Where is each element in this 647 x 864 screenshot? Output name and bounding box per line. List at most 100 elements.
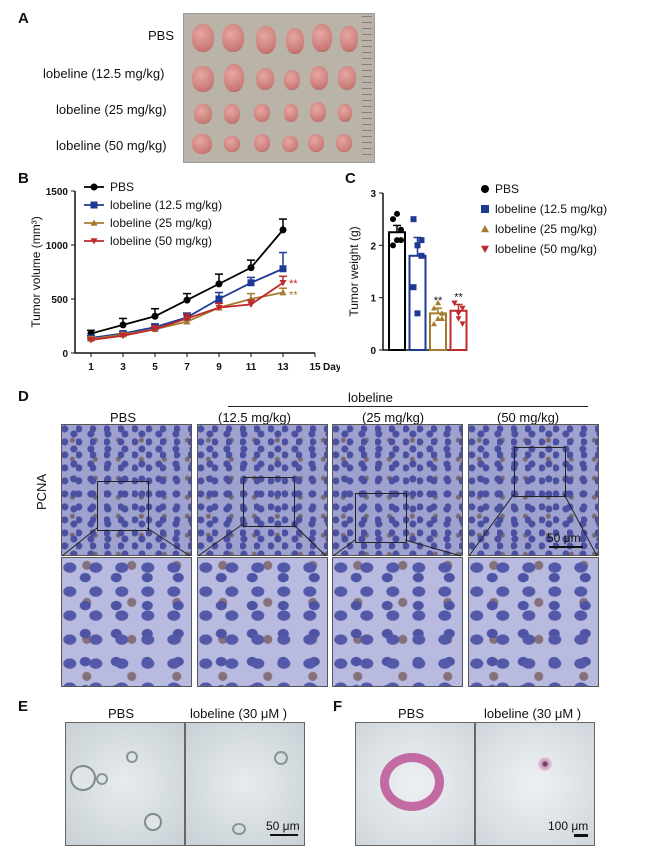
zoom-box [243,477,295,527]
y-tick-label: 2 [370,241,376,252]
data-point [398,237,404,244]
tumor [312,24,332,52]
panel-a-label: A [18,10,29,27]
tumor [310,102,326,122]
ruler [362,16,372,160]
he-image-lobeline: 100 μm [475,722,595,846]
tumor [194,104,212,124]
legend-marker [481,185,489,193]
tumor [224,64,244,92]
f-label-pbs: PBS [398,706,425,721]
tumor [338,66,356,90]
data-point [279,280,287,287]
y-axis-label: Tumor volume (mm³) [29,216,43,328]
row-label-50: lobeline (50 mg/kg) [56,138,167,153]
col-label-12-5: (12.5 mg/kg) [218,410,291,425]
ihc-zoom-12-5 [197,557,328,687]
y-tick-label: 3 [370,189,376,200]
data-point [439,310,445,316]
ihc-zoom-25 [332,557,463,687]
x-tick-label: 5 [152,362,158,373]
tumor [284,104,298,122]
connector-line [197,523,244,557]
data-point [431,320,437,327]
organoid [96,773,108,785]
e-label-lobeline: lobeline (30 μM ) [190,706,288,721]
data-point [119,321,127,329]
scale-bar-label: 50 μm [547,531,581,545]
scale-bar [574,834,588,837]
data-point [418,237,425,244]
tumor [254,104,270,122]
data-point [398,226,404,233]
data-point [247,279,255,287]
tumor [338,104,352,122]
scale-bar-label: 50 μm [266,819,300,833]
organoid-image-lobeline: 50 μm [185,722,305,846]
ihc-image-12-5 [197,424,328,556]
panel-c-label: C [345,170,356,187]
connector-line [563,493,598,557]
legend-marker [481,225,489,233]
organoid [232,823,246,835]
row-label-12-5: lobeline (12.5 mg/kg) [43,66,165,81]
organoid-image-pbs [65,722,185,846]
data-point [431,305,437,311]
data-point [455,316,462,322]
legend-label: lobeline (25 mg/kg) [495,222,597,236]
connector-line [404,539,462,557]
data-point [435,315,441,321]
data-point [414,310,421,317]
tumor [192,24,214,52]
data-point [439,315,445,321]
tumor [224,104,240,124]
tumor-weight-chart: 0 1 2 3 Tumor weight (g) ** ** PBS lobeline (12.… [347,182,607,357]
tumor [286,28,304,54]
data-point [279,265,287,273]
tumor [192,134,212,154]
connector-line [146,527,191,557]
legend-label: lobeline (50 mg/kg) [495,242,597,256]
legend-label: lobeline (50 mg/kg) [110,234,212,248]
x-tick-label: 1 [88,362,94,373]
tumor [340,26,358,52]
y-axis-label: Tumor weight (g) [347,226,361,316]
connector-line [292,523,327,557]
data-point [247,301,255,308]
data-point [183,296,191,304]
organoid-section [538,757,552,771]
col-label-25: (25 mg/kg) [362,410,425,425]
x-tick-label: 13 [277,362,289,373]
tumor [308,134,324,152]
data-point [459,321,466,327]
e-label-pbs: PBS [108,706,135,721]
zoom-box [514,447,566,497]
group-bracket-line [228,406,588,407]
ihc-image-50: 50 μm [468,424,599,556]
ihc-zoom-pbs [61,557,192,687]
data-point [151,312,159,320]
ihc-image-25 [332,424,463,556]
significance-mark: ** [454,291,463,303]
y-tick-label: 1 [370,294,376,305]
data-point [183,315,191,322]
tumor [224,136,240,152]
tumor-photo [183,13,375,163]
scale-bar [549,546,583,548]
tumor [284,70,300,90]
tumor [336,134,352,152]
data-point [410,284,417,291]
data-point [390,242,396,249]
data-point [394,210,400,217]
scale-bar [270,834,298,836]
tumor-volume-chart: 05001000150013579111315DaysTumor volume … [29,180,340,373]
data-point [459,305,466,312]
legend-label: lobeline (12.5 mg/kg) [495,202,607,216]
data-point [87,337,95,344]
tumor [310,66,328,90]
legend-marker [90,201,98,209]
ihc-image-pbs [61,424,192,556]
he-image-pbs [355,722,475,846]
y-tick-label: 1500 [46,187,69,198]
